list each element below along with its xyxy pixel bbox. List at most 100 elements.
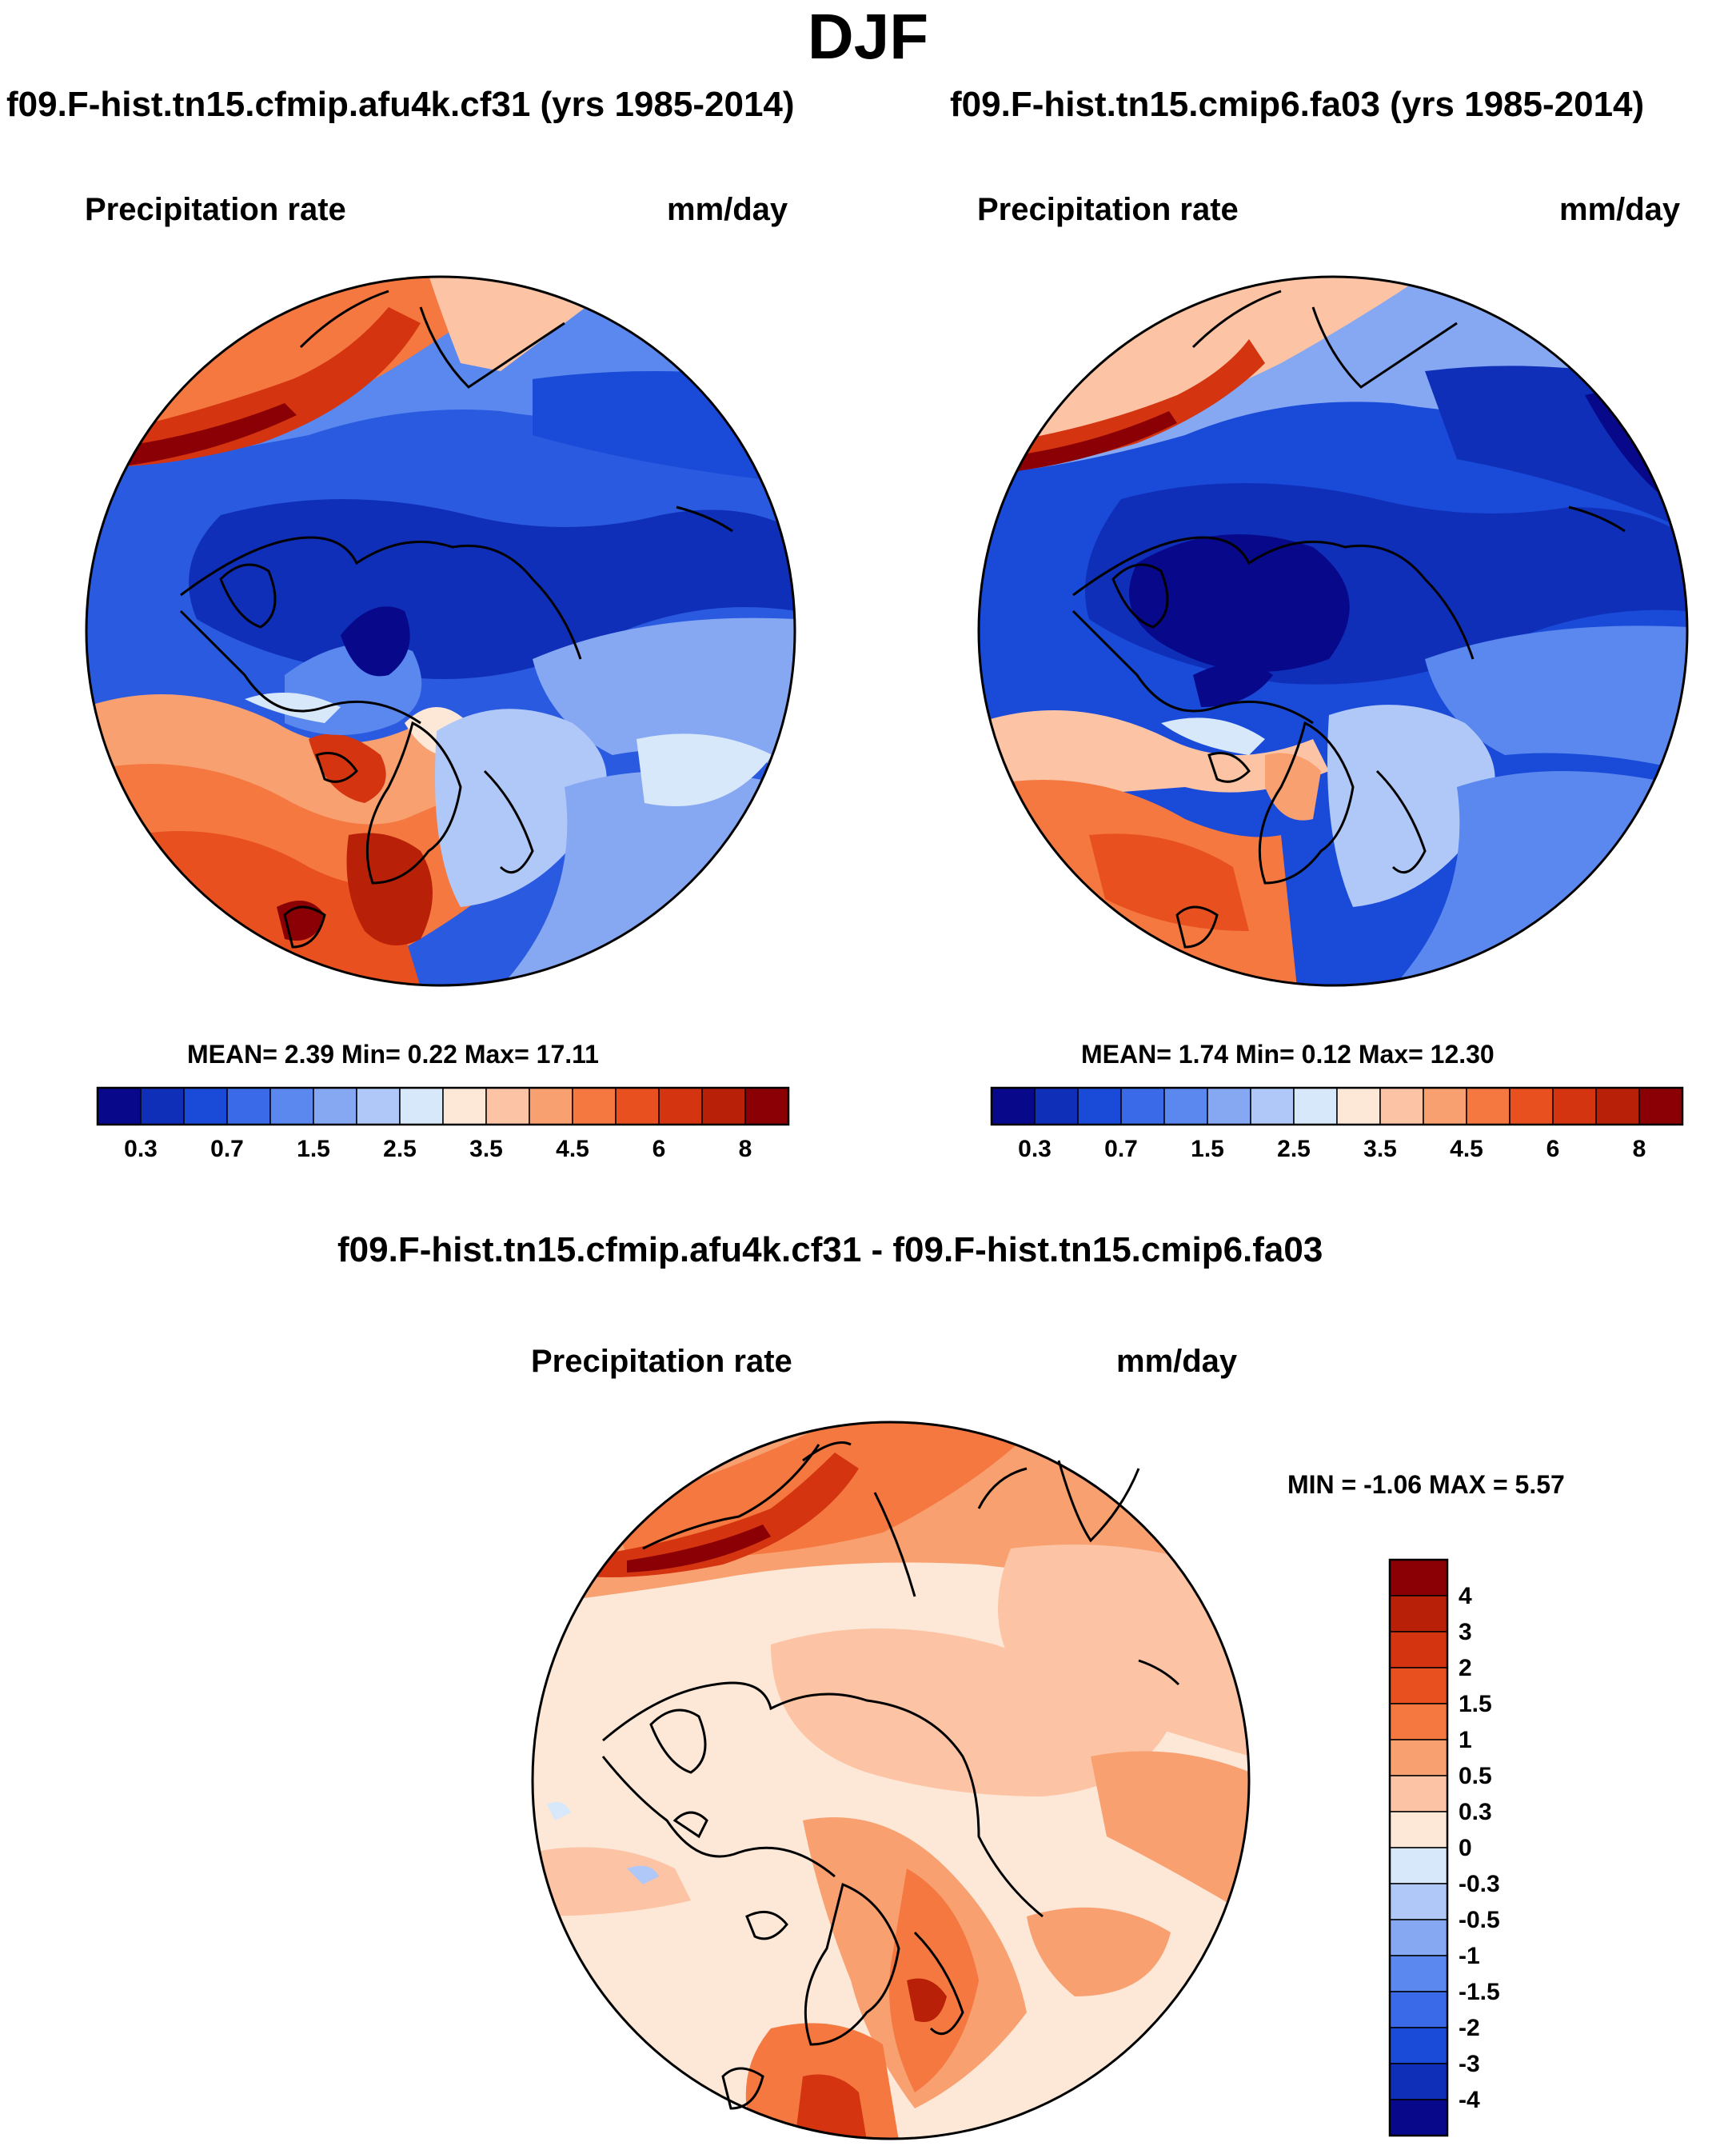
colorbar-segment — [1423, 1087, 1467, 1125]
panel-1-units-label: mm/day — [667, 192, 788, 227]
colorbar-segment — [356, 1087, 401, 1125]
colorbar-segment — [399, 1087, 444, 1125]
panel-2-units-label: mm/day — [1559, 192, 1681, 227]
colorbar-tick-label: 0.3 — [124, 1136, 158, 1162]
panel-1-variable-label: Precipitation rate — [85, 192, 346, 227]
panel-1-precip-field — [86, 277, 795, 985]
colorbar-segment — [1638, 1087, 1683, 1125]
colorbar-segment — [1389, 2099, 1448, 2136]
colorbar-segment — [1552, 1087, 1597, 1125]
colorbar-tick-label: 0.3 — [1459, 1799, 1492, 1825]
colorbar-segment — [1389, 2063, 1448, 2100]
colorbar-segment — [269, 1087, 314, 1125]
panel-3-variable-label: Precipitation rate — [531, 1344, 792, 1379]
colorbar-tick-label: 0.7 — [1104, 1136, 1138, 1162]
colorbar-tick-label: -0.3 — [1459, 1871, 1500, 1897]
colorbar-tick-label: -3 — [1459, 2051, 1480, 2077]
colorbar-tick-label: 0.5 — [1459, 1763, 1492, 1789]
panel-2-colorbar: 0.3 0.7 1.5 2.5 3.5 4.5 6 8 — [990, 1086, 1684, 1162]
colorbar-segment — [1389, 1739, 1448, 1776]
colorbar-segment — [1077, 1087, 1122, 1125]
colorbar-tick-label: 2 — [1459, 1655, 1472, 1681]
colorbar-tick-label: 1 — [1459, 1727, 1472, 1753]
colorbar-segment — [1389, 1775, 1448, 1812]
colorbar-tick-label: 1.5 — [297, 1136, 330, 1162]
colorbar-segment — [1466, 1087, 1511, 1125]
colorbar-segment — [140, 1087, 185, 1125]
colorbar-segment — [1389, 2027, 1448, 2064]
colorbar-segment — [1389, 1847, 1448, 1884]
colorbar-segment — [701, 1087, 746, 1125]
colorbar-tick-label: 0.7 — [210, 1136, 244, 1162]
panel-3-title: f09.F-hist.tn15.cfmip.afu4k.cf31 - f09.F… — [337, 1230, 1323, 1269]
colorbar-tick-label: 6 — [652, 1136, 666, 1162]
colorbar-segment — [1389, 1559, 1448, 1597]
panel-3-stats: MIN = -1.06 MAX = 5.57 — [1287, 1470, 1565, 1499]
colorbar-segment — [1389, 1703, 1448, 1740]
panel-2-stats: MEAN= 1.74 Min= 0.12 Max= 12.30 — [1081, 1040, 1495, 1069]
colorbar-segment — [572, 1087, 617, 1125]
colorbar-segment — [1389, 1883, 1448, 1920]
colorbar-tick-label: 4.5 — [1450, 1136, 1483, 1162]
colorbar-segment — [1389, 1955, 1448, 1992]
colorbar-segment — [744, 1087, 789, 1125]
main-title: DJF — [807, 1, 929, 72]
colorbar-tick-label: 0.3 — [1018, 1136, 1052, 1162]
colorbar-segment — [442, 1087, 487, 1125]
panel-1-polar-map — [85, 275, 796, 987]
panel-2-precip-field — [979, 277, 1687, 985]
panel-3-polar-map — [531, 1421, 1251, 2140]
colorbar-tick-label: 4.5 — [556, 1136, 589, 1162]
colorbar-tick-label: 1.5 — [1191, 1136, 1224, 1162]
colorbar-tick-label: 4 — [1459, 1583, 1472, 1609]
colorbar-tick-label: 2.5 — [1277, 1136, 1311, 1162]
colorbar-segment — [1293, 1087, 1338, 1125]
colorbar-tick-label: 8 — [1633, 1136, 1646, 1162]
colorbar-tick-label: 6 — [1546, 1136, 1560, 1162]
colorbar-tick-label: -2 — [1459, 2015, 1480, 2041]
colorbar-segment — [1336, 1087, 1381, 1125]
colorbar-segment — [1207, 1087, 1251, 1125]
colorbar-segment — [1250, 1087, 1295, 1125]
colorbar-tick-label: 3.5 — [469, 1136, 503, 1162]
colorbar-segment — [1120, 1087, 1165, 1125]
colorbar-segment — [1163, 1087, 1208, 1125]
colorbar-tick-label: -4 — [1459, 2087, 1480, 2113]
panel-2-coastlines — [1072, 290, 1626, 949]
colorbar-segment — [1389, 1667, 1448, 1704]
colorbar-segment — [226, 1087, 271, 1125]
colorbar-tick-label: 3 — [1459, 1619, 1472, 1645]
panel-1-title: f09.F-hist.tn15.cfmip.afu4k.cf31 (yrs 19… — [6, 85, 795, 124]
colorbar-segment — [1379, 1087, 1424, 1125]
colorbar-segment — [991, 1087, 1036, 1125]
colorbar-segment — [1034, 1087, 1079, 1125]
colorbar-tick-label: -1.5 — [1459, 1979, 1500, 2005]
colorbar-segment — [658, 1087, 703, 1125]
colorbar-segment — [183, 1087, 228, 1125]
colorbar-segment — [1389, 1811, 1448, 1848]
colorbar-tick-label: 2.5 — [383, 1136, 417, 1162]
colorbar-tick-label: 0 — [1459, 1835, 1472, 1861]
panel-2-variable-label: Precipitation rate — [977, 192, 1239, 227]
colorbar-segment — [485, 1087, 530, 1125]
panel-2-title: f09.F-hist.tn15.cmip6.fa03 (yrs 1985-201… — [950, 85, 1645, 124]
colorbar-segment — [529, 1087, 573, 1125]
colorbar-tick-label: 1.5 — [1459, 1691, 1492, 1717]
colorbar-tick-label: -0.5 — [1459, 1907, 1500, 1933]
colorbar-segment — [1509, 1087, 1554, 1125]
colorbar-segment — [1389, 1991, 1448, 2028]
colorbar-segment — [313, 1087, 357, 1125]
colorbar-segment — [1389, 1919, 1448, 1956]
panel-3-units-label: mm/day — [1116, 1344, 1238, 1379]
colorbar-tick-label: 3.5 — [1363, 1136, 1397, 1162]
panel-1-coastlines — [179, 290, 733, 949]
panel-3-coastlines — [601, 1441, 1180, 2110]
colorbar-segment — [97, 1087, 142, 1125]
colorbar-segment — [1389, 1595, 1448, 1632]
panel-1-colorbar: 0.3 0.7 1.5 2.5 3.5 4.5 6 8 — [96, 1086, 790, 1162]
colorbar-segment — [1595, 1087, 1640, 1125]
colorbar-segment — [615, 1087, 660, 1125]
colorbar-tick-label: 8 — [739, 1136, 752, 1162]
panel-1-stats: MEAN= 2.39 Min= 0.22 Max= 17.11 — [187, 1040, 599, 1069]
panel-3-colorbar: 4 3 2 1.5 1 0.5 0.3 0 -0.3 -0.5 -1 -1.5 -2 -3 -4 — [1388, 1558, 1500, 2137]
